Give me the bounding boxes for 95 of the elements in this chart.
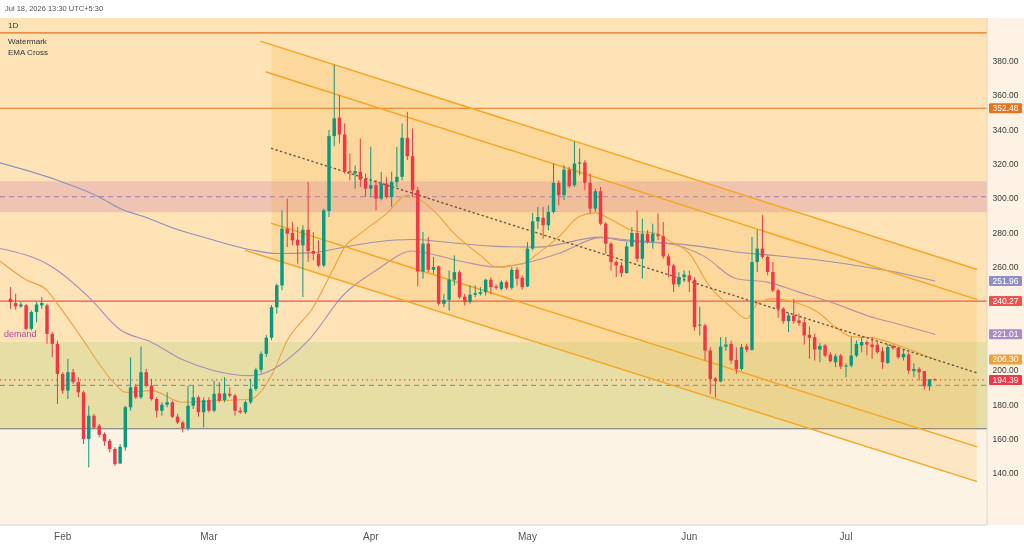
candlestick (442, 293, 446, 308)
candlestick (212, 380, 216, 413)
candlestick (755, 229, 759, 273)
y-tick-label: 251.96 (992, 276, 1019, 287)
candlestick (311, 231, 316, 261)
candlestick (729, 340, 733, 365)
candlestick (222, 376, 227, 403)
candlestick (651, 223, 655, 250)
y-tick-label: 380.00 (992, 55, 1019, 66)
x-tick-label: Feb (54, 531, 72, 542)
candlestick (849, 336, 853, 368)
candlestick (306, 181, 310, 263)
y-tick-label: 260.00 (992, 262, 1019, 273)
candlestick (217, 381, 222, 403)
candlestick (374, 179, 378, 211)
candlestick (395, 146, 399, 188)
annotation: Watermark (8, 37, 48, 46)
candlestick (154, 396, 159, 418)
y-tick-label: 221.01 (992, 329, 1019, 340)
candlestick (771, 261, 775, 293)
candlestick (34, 301, 39, 323)
candlestick (50, 331, 54, 358)
y-tick-label: 140.00 (992, 468, 1019, 479)
candlestick (144, 368, 148, 388)
x-tick-label: Jul (839, 531, 853, 542)
ref-line-label: 240.27 (992, 296, 1019, 307)
candlestick (285, 198, 289, 248)
x-tick-label: Jun (681, 531, 698, 542)
candlestick (165, 391, 169, 408)
candlestick (886, 343, 890, 365)
candlestick (510, 266, 514, 291)
candlestick (541, 206, 545, 240)
candlestick (698, 306, 702, 337)
candlestick (233, 393, 237, 417)
y-tick-label: 160.00 (992, 434, 1019, 445)
candlestick (66, 358, 70, 400)
candlestick (468, 284, 472, 305)
candlestick (259, 350, 263, 374)
candlestick (353, 164, 357, 190)
candlestick (191, 385, 195, 410)
candlestick (118, 443, 122, 465)
y-tick-label: 360.00 (992, 90, 1019, 101)
x-tick-label: Apr (363, 531, 380, 542)
y-tick-label: 300.00 (992, 193, 1019, 204)
candlestick (254, 367, 258, 392)
candlestick (369, 146, 373, 198)
candlestick (186, 385, 190, 432)
candlestick (912, 362, 916, 378)
y-tick-label: 340.00 (992, 124, 1019, 135)
candlestick (301, 224, 305, 298)
candlestick (609, 241, 613, 271)
candlestick (865, 339, 869, 357)
chart-title: 1D (8, 21, 19, 30)
candlestick (348, 152, 352, 181)
candlestick (812, 333, 817, 362)
candlestick (275, 283, 279, 315)
candlestick (19, 301, 23, 309)
candlestick (593, 188, 598, 213)
y-tick-label: 200.00 (992, 365, 1019, 376)
x-tick-label: Mar (200, 531, 219, 542)
annotation: EMA Cross (8, 48, 49, 57)
candlestick (776, 288, 780, 319)
y-tick-label: 180.00 (992, 399, 1019, 410)
candlestick (379, 171, 383, 201)
candlestick (87, 405, 91, 468)
candlestick (844, 362, 848, 378)
candlestick (604, 221, 608, 255)
candlestick (630, 226, 634, 248)
candlestick (447, 269, 451, 312)
x-tick-label: May (517, 531, 537, 542)
candlestick (24, 303, 28, 331)
candlestick (113, 446, 117, 467)
candlestick (786, 312, 791, 333)
candlestick (536, 206, 540, 230)
candlestick (891, 344, 895, 351)
candlestick (332, 64, 336, 147)
candlestick (682, 269, 686, 283)
y-tick-label: 206.30 (992, 354, 1019, 365)
candlestick (557, 179, 561, 206)
y-tick-label: 320.00 (992, 159, 1019, 170)
candlestick (661, 221, 665, 260)
candlestick (452, 254, 457, 286)
band-label: demand (4, 328, 37, 339)
candlestick (677, 271, 681, 288)
candlestick (818, 342, 822, 363)
ref-line-label: 194.39 (992, 374, 1019, 385)
candlestick (724, 336, 728, 352)
line-series (0, 194, 936, 403)
candlestick (160, 401, 164, 417)
candlestick (567, 166, 571, 189)
y-tick-label: 280.00 (992, 227, 1019, 238)
candlestick (656, 213, 660, 241)
candlestick (583, 159, 587, 191)
line-series (0, 162, 936, 282)
ref-line-label: 352.48 (992, 103, 1019, 114)
